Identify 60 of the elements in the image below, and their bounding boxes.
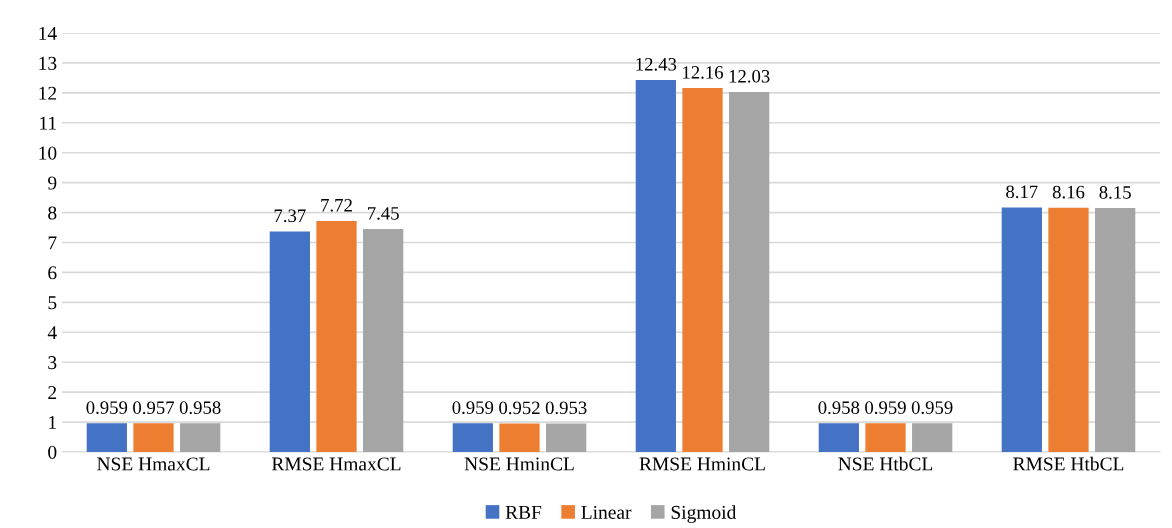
y-tick-label: 0 bbox=[48, 445, 57, 459]
bar bbox=[1048, 207, 1089, 452]
legend-label: Sigmoid bbox=[671, 505, 737, 523]
bar bbox=[865, 423, 906, 452]
bar bbox=[635, 79, 676, 452]
data-label: 7.72 bbox=[321, 198, 352, 212]
y-tick-label: 5 bbox=[48, 296, 57, 310]
y-tick-label: 7 bbox=[48, 236, 57, 250]
y-tick-label: 14 bbox=[39, 26, 57, 40]
y-tick-label: 12 bbox=[39, 86, 57, 100]
data-label: 0.959 bbox=[452, 401, 494, 415]
y-tick-label: 11 bbox=[40, 116, 56, 130]
data-label: 0.952 bbox=[499, 401, 540, 415]
bar bbox=[682, 88, 723, 452]
y-tick-label: 13 bbox=[39, 56, 57, 70]
data-label: 8.16 bbox=[1052, 185, 1085, 199]
bar bbox=[452, 423, 493, 452]
y-tick-label: 4 bbox=[47, 326, 57, 340]
data-label: 12.43 bbox=[636, 58, 677, 71]
bar bbox=[499, 423, 540, 452]
bar bbox=[729, 91, 770, 452]
bar bbox=[818, 423, 859, 452]
data-label: 0.959 bbox=[865, 401, 906, 415]
y-tick-label: 10 bbox=[39, 146, 57, 160]
y-tick-label: 6 bbox=[48, 266, 57, 280]
legend-label: RBF bbox=[505, 505, 542, 519]
bar bbox=[363, 229, 404, 452]
bar bbox=[912, 423, 953, 452]
x-tick-label: NSE HmaxCL bbox=[97, 457, 210, 471]
bar bbox=[180, 423, 221, 452]
bar bbox=[86, 423, 127, 452]
bar bbox=[133, 423, 174, 452]
data-label: 7.37 bbox=[274, 209, 306, 223]
data-label: 0.957 bbox=[133, 401, 175, 415]
x-tick-label: NSE HminCL bbox=[464, 457, 574, 471]
bar bbox=[269, 231, 310, 452]
data-label: 0.958 bbox=[818, 401, 860, 415]
y-tick-label: 8 bbox=[48, 206, 57, 220]
bar bbox=[1001, 207, 1042, 452]
data-label: 0.958 bbox=[179, 401, 221, 415]
x-tick-label: NSE HtbCL bbox=[838, 456, 933, 471]
data-label: 7.45 bbox=[368, 207, 399, 220]
data-label: 0.953 bbox=[545, 401, 587, 415]
bar bbox=[316, 220, 357, 452]
data-label: 0.959 bbox=[86, 401, 128, 415]
x-tick-label: RMSE HmaxCL bbox=[271, 457, 401, 471]
data-label: 12.16 bbox=[683, 66, 724, 79]
data-label: 8.17 bbox=[1006, 185, 1038, 199]
y-tick-label: 3 bbox=[48, 356, 57, 370]
bar bbox=[546, 423, 587, 452]
y-tick-label: 2 bbox=[48, 386, 57, 399]
bar bbox=[1095, 208, 1136, 452]
y-tick-label: 1 bbox=[49, 415, 56, 429]
x-tick-label: RMSE HtbCL bbox=[1013, 456, 1124, 471]
data-label: 12.03 bbox=[729, 69, 770, 83]
y-tick-label: 9 bbox=[48, 176, 57, 190]
legend-label: Linear bbox=[581, 505, 632, 519]
x-tick-label: RMSE HminCL bbox=[639, 457, 765, 471]
data-label: 0.959 bbox=[911, 401, 953, 415]
data-label: 8.15 bbox=[1099, 186, 1131, 199]
